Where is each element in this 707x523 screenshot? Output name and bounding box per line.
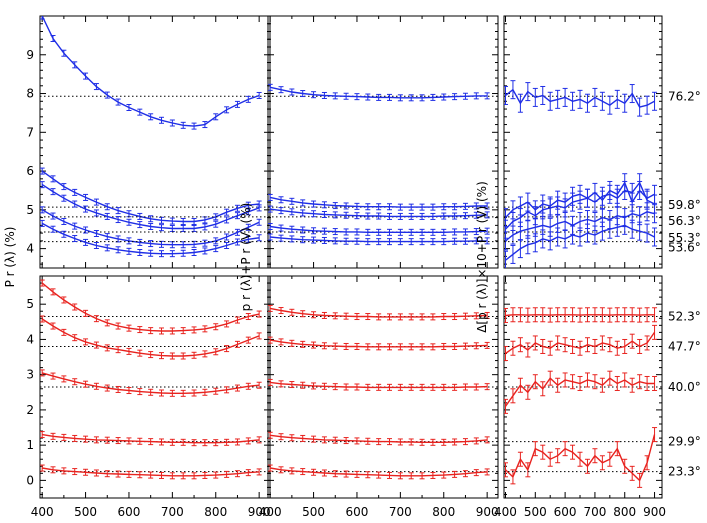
y-tick-label: 2 (26, 403, 34, 417)
panel-top-middle (268, 16, 498, 268)
y-axis-label-middle: p r (λ)+P r (V) (%) (239, 203, 253, 312)
angle-label: 52.3° (668, 310, 701, 324)
x-tick-label: 600 (346, 505, 369, 519)
x-tick-label: 500 (302, 505, 325, 519)
panel-top-left: 4 5 6 7 8 9 (26, 13, 270, 268)
x-tick-label: 400 (494, 505, 517, 519)
series-group (503, 308, 662, 519)
x-tick-label: 400 (259, 505, 282, 519)
x-tick-label: 800 (432, 505, 455, 519)
x-tick-label: 600 (554, 505, 577, 519)
angle-label: 29.9° (668, 435, 701, 449)
y-axis-label-left: P r (λ) (%) (3, 227, 17, 288)
angle-label: 23.3° (668, 465, 701, 479)
angle-label: 53.6° (668, 241, 701, 255)
y-tick-label: 0 (26, 473, 34, 487)
x-tick-label: 800 (204, 505, 227, 519)
y-tick-label: 9 (26, 48, 34, 62)
y-tick-label: 7 (26, 125, 34, 139)
angle-label: 56.3° (668, 214, 701, 228)
panel-bottom-middle: 400500600700800900 (259, 276, 499, 519)
y-tick-label: 6 (26, 164, 34, 178)
series-group (268, 305, 498, 478)
y-tick-label: 8 (26, 87, 34, 101)
x-tick-label: 400 (31, 505, 54, 519)
y-tick-label: 3 (26, 368, 34, 382)
x-tick-label: 700 (389, 505, 412, 519)
plot-panels: 45678976.2°59.8°56.3°55.3°53.6°012345400… (3, 13, 701, 519)
axes-frame (40, 16, 270, 268)
y-tick-label: 5 (26, 203, 34, 217)
x-tick-label: 600 (118, 505, 141, 519)
y-tick-label: 1 (26, 438, 34, 452)
panel-bottom-right: 400 500 600 700 800 900 52.3° 47.7° 40.0° 29.9° 23… (494, 276, 701, 519)
angle-label: 47.7° (668, 339, 701, 353)
x-tick-label: 700 (583, 505, 606, 519)
x-tick-label: 500 (524, 505, 547, 519)
panel-bottom-left: 012345400500600700800900 (26, 276, 270, 519)
y-tick-label: 5 (26, 297, 34, 311)
x-tick-label: 700 (161, 505, 184, 519)
angle-label: 40.0° (668, 380, 701, 394)
y-tick-label: 4 (26, 332, 34, 346)
series-group (503, 81, 662, 270)
panel-top-right: 76.2°59.8°56.3°55.3°53.6° (503, 16, 701, 269)
series-group (40, 280, 270, 479)
x-tick-label: 500 (74, 505, 97, 519)
series-group (268, 84, 498, 244)
x-tick-label: 900 (643, 505, 666, 519)
y-axis-label-right: Δ[p r (λ)]×10+P r (V) (%) (475, 181, 489, 333)
series-group (40, 13, 270, 257)
angle-label: 59.8° (668, 198, 701, 212)
y-tick-label: 4 (26, 242, 34, 256)
x-tick-label: 800 (613, 505, 636, 519)
angle-label: 76.2° (668, 89, 701, 103)
